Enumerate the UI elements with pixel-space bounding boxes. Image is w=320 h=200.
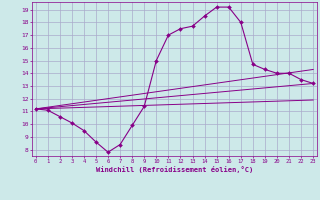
- X-axis label: Windchill (Refroidissement éolien,°C): Windchill (Refroidissement éolien,°C): [96, 166, 253, 173]
